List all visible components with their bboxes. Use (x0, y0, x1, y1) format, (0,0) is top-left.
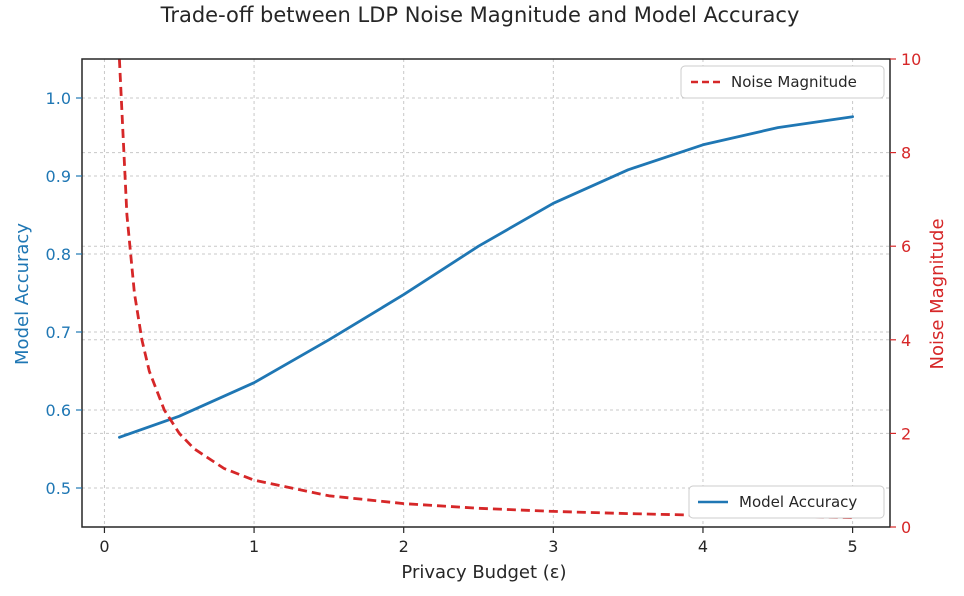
model-accuracy-line (118, 115, 854, 439)
right-y-axis-ticks: 0 2 4 6 8 10 (890, 50, 921, 537)
right-y-tick-label: 8 (901, 144, 911, 163)
left-y-tick-label: 0.8 (46, 245, 71, 264)
left-y-tick-label: 0.9 (46, 167, 71, 186)
left-y-tick-label: 1.0 (46, 89, 71, 108)
x-axis-label: Privacy Budget (ε) (401, 562, 566, 583)
x-tick-label: 3 (548, 537, 558, 556)
right-y-tick-label: 0 (901, 518, 911, 537)
right-y-tick-label: 6 (901, 237, 911, 256)
left-y-axis-label: Model Accuracy (12, 223, 33, 365)
right-y-tick-label: 2 (901, 424, 911, 443)
x-axis-ticks: 0 1 2 3 4 5 (99, 527, 858, 556)
left-y-axis-ticks: 0.5 0.6 0.7 0.8 0.9 1.0 (46, 89, 82, 498)
legend-noise-magnitude: Noise Magnitude (680, 65, 885, 99)
legend-noise-label: Noise Magnitude (731, 73, 857, 91)
legend-model-accuracy: Model Accuracy (688, 485, 885, 519)
left-y-tick-label: 0.5 (46, 479, 71, 498)
plot-frame (81, 58, 891, 528)
legend-noise-frame (680, 65, 885, 99)
x-tick-label: 5 (847, 537, 857, 556)
x-tick-label: 0 (99, 537, 109, 556)
right-y-axis-label: Noise Magnitude (927, 218, 948, 369)
legend-accuracy-label: Model Accuracy (739, 493, 857, 511)
x-tick-label: 4 (698, 537, 708, 556)
left-y-tick-label: 0.7 (46, 323, 71, 342)
series-layer (118, 58, 854, 519)
right-y-tick-label: 10 (901, 50, 921, 69)
legend-accuracy-frame (688, 485, 885, 519)
right-y-tick-label: 4 (901, 331, 911, 350)
x-tick-label: 2 (399, 537, 409, 556)
left-y-tick-label: 0.6 (46, 401, 71, 420)
noise-magnitude-line (118, 58, 853, 519)
chart-title: Trade-off between LDP Noise Magnitude an… (160, 3, 800, 27)
x-tick-label: 1 (249, 537, 259, 556)
